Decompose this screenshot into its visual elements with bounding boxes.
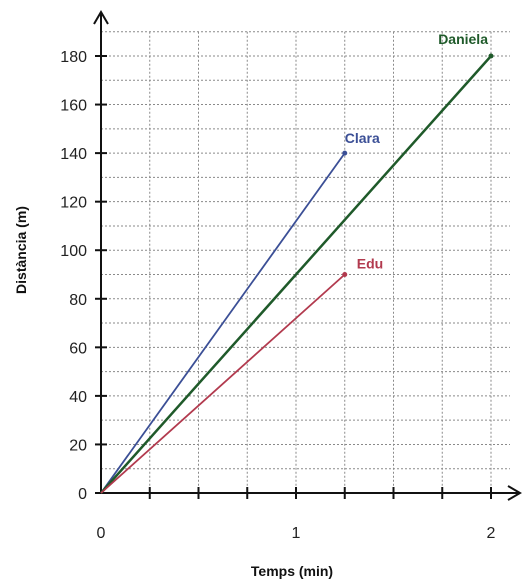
y-tick-label: 100 bbox=[60, 243, 87, 260]
x-tick-label: 0 bbox=[97, 525, 106, 542]
series-endpoint-edu bbox=[342, 272, 348, 277]
series-labels: Clara Daniela Edu bbox=[345, 31, 488, 272]
y-tick-label: 80 bbox=[69, 292, 87, 309]
x-tick-label: 1 bbox=[292, 525, 301, 542]
series-endpoint-daniela bbox=[488, 53, 494, 59]
axes bbox=[93, 10, 522, 501]
series-endpoint-clara bbox=[342, 150, 348, 156]
x-axis-title: Temps (min) bbox=[251, 563, 333, 579]
series-label-clara: Clara bbox=[345, 130, 380, 146]
series-line-daniela bbox=[100, 55, 492, 494]
series-line-clara bbox=[100, 152, 346, 494]
y-axis-arrow bbox=[93, 10, 109, 25]
y-tick-label: 180 bbox=[60, 49, 87, 66]
y-axis-title: Distància (m) bbox=[13, 206, 29, 294]
x-axis-arrow bbox=[507, 485, 522, 501]
series-line-edu bbox=[100, 273, 346, 494]
y-tick-label: 120 bbox=[60, 195, 87, 212]
y-tick-label: 140 bbox=[60, 146, 87, 163]
series-lines bbox=[100, 53, 494, 494]
y-tick-label: 60 bbox=[69, 340, 87, 357]
tick-labels: 0 20 40 60 80 100 120 140 160 180 0 1 2 bbox=[60, 49, 495, 542]
y-tick-label: 0 bbox=[78, 486, 87, 503]
y-tick-label: 40 bbox=[69, 389, 87, 406]
y-tick-label: 20 bbox=[69, 437, 87, 454]
x-tick-label: 2 bbox=[487, 525, 496, 542]
grid bbox=[101, 31, 510, 493]
y-tick-label: 160 bbox=[60, 98, 87, 115]
series-label-edu: Edu bbox=[357, 256, 383, 272]
series-label-daniela: Daniela bbox=[438, 31, 488, 47]
